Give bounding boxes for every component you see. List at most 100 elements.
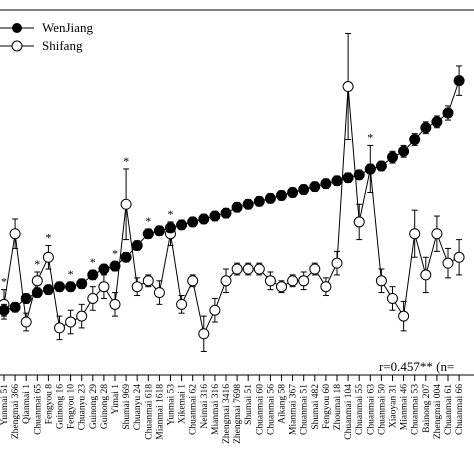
- x-tick-label: Chuanmai 104: [344, 384, 354, 440]
- data-point-shifang: [331, 257, 343, 269]
- data-point-wenjiang: [331, 175, 343, 187]
- data-point-wenjiang: [176, 219, 188, 231]
- x-tick-label: Yunmai 53: [167, 384, 177, 426]
- significance-mark: *: [90, 255, 96, 269]
- data-point-shifang: [409, 228, 421, 240]
- x-tick-label: Chuanmai 60: [255, 384, 265, 435]
- x-tick-label: Shumai 51: [244, 384, 254, 425]
- x-tick-label: Chuanyu 24: [133, 384, 143, 430]
- data-point-shifang: [98, 281, 110, 293]
- x-tick-label: Chuanmai 63: [366, 384, 376, 435]
- x-axis: Yunmai 51 Zhengmai 366 Qianmai 1 Chuanmai 6…: [0, 375, 465, 444]
- significance-mark: *: [45, 230, 51, 244]
- data-point-wenjiang: [276, 189, 287, 201]
- data-point-wenjiang: [98, 263, 110, 275]
- data-point-shifang: [9, 228, 21, 240]
- x-tick-label: Chuanmai 62: [189, 384, 199, 435]
- data-point-wenjiang: [242, 198, 254, 210]
- x-tick-label: Zhengmai 7698: [233, 384, 243, 444]
- data-point-wenjiang: [65, 281, 77, 293]
- data-point-shifang: [431, 228, 443, 240]
- significance-mark: *: [1, 275, 7, 289]
- x-tick-label: Fengyou 10: [67, 384, 77, 429]
- data-point-shifang: [309, 263, 321, 275]
- significance-mark: *: [367, 130, 373, 144]
- data-point-wenjiang: [142, 228, 154, 240]
- data-point-shifang: [453, 251, 465, 263]
- data-point-wenjiang: [342, 172, 354, 184]
- x-tick-label: Shumai 969: [122, 384, 132, 430]
- x-tick-label: Neimai 316: [200, 384, 210, 429]
- data-point-shifang: [242, 263, 254, 275]
- data-point-shifang: [353, 216, 365, 228]
- x-tick-label: Aikang 58: [278, 384, 288, 424]
- data-point-shifang: [264, 275, 276, 287]
- x-tick-label: Chuanmai 56: [266, 384, 276, 435]
- x-tick-label: Bainong 207: [422, 384, 432, 433]
- data-point-wenjiang: [264, 192, 276, 204]
- data-point-wenjiang: [442, 107, 454, 119]
- data-point-shifang: [109, 298, 121, 310]
- data-point-shifang: [20, 316, 32, 328]
- data-point-wenjiang: [364, 163, 376, 175]
- data-point-wenjiang: [165, 222, 176, 234]
- data-point-wenjiang: [198, 213, 210, 225]
- data-point-shifang: [342, 81, 354, 93]
- x-tick-label: Guinong 16: [56, 384, 66, 429]
- data-point-wenjiang: [431, 116, 443, 128]
- x-tick-label: Fengyou 60: [322, 384, 332, 429]
- x-tick-label: Guinong 29: [89, 384, 99, 429]
- data-point-wenjiang: [387, 151, 398, 163]
- data-point-shifang: [131, 281, 143, 293]
- x-tick-label: Chuanmai 51: [300, 384, 310, 435]
- data-point-wenjiang: [453, 75, 465, 87]
- data-point-wenjiang: [0, 304, 10, 316]
- data-point-wenjiang: [409, 134, 421, 146]
- data-point-shifang: [142, 275, 154, 287]
- x-tick-label: Xiaoyan 31: [389, 384, 399, 428]
- data-point-wenjiang: [398, 145, 410, 157]
- significance-mark: *: [34, 257, 40, 271]
- data-point-shifang: [253, 263, 265, 275]
- series-wenjiang: [0, 65, 465, 317]
- legend-label-shifang: Shifang: [42, 38, 83, 53]
- x-tick-label: Chuanmai 65: [33, 384, 43, 435]
- x-tick-label: Mianmai 367: [289, 384, 299, 435]
- data-point-shifang: [375, 275, 387, 287]
- data-point-shifang: [398, 310, 410, 322]
- data-point-shifang: [187, 275, 199, 287]
- data-point-wenjiang: [253, 195, 265, 207]
- data-point-wenjiang: [76, 278, 88, 290]
- x-tick-label: Fengyou 8: [44, 384, 54, 425]
- data-point-wenjiang: [31, 287, 43, 299]
- data-point-wenjiang: [287, 187, 299, 198]
- data-point-wenjiang: [309, 181, 321, 193]
- x-tick-label: Chuanmai 55: [355, 384, 365, 435]
- data-point-wenjiang: [353, 169, 365, 181]
- data-point-wenjiang: [54, 281, 65, 293]
- data-point-wenjiang: [120, 251, 132, 263]
- x-tick-label: Chuanyu 23: [78, 384, 88, 430]
- data-point-shifang: [298, 275, 310, 287]
- data-point-shifang: [209, 304, 221, 316]
- data-point-shifang: [176, 298, 188, 310]
- x-tick-label: Shumai 482: [311, 384, 321, 430]
- significance-mark: *: [68, 267, 74, 281]
- data-point-shifang: [387, 292, 398, 304]
- significance-mark: *: [112, 246, 118, 260]
- data-point-wenjiang: [87, 269, 99, 281]
- data-point-shifang: [54, 322, 65, 334]
- x-tick-label: Chuanmai 618: [144, 384, 154, 440]
- data-point-shifang: [442, 257, 454, 269]
- data-point-shifang: [42, 251, 54, 263]
- x-tick-label: Zhengmai 3416: [222, 384, 232, 444]
- data-point-wenjiang: [298, 184, 310, 196]
- x-tick-label: Zhengmai 366: [11, 384, 21, 439]
- data-point-wenjiang: [375, 160, 387, 172]
- x-tick-label: Mianmai 46: [400, 384, 410, 430]
- data-point-wenjiang: [20, 292, 32, 304]
- x-tick-label: Chuanmai 66: [455, 384, 465, 435]
- x-tick-label: Qianmai 1: [22, 384, 32, 424]
- data-point-shifang: [320, 281, 332, 293]
- data-point-shifang: [420, 269, 432, 281]
